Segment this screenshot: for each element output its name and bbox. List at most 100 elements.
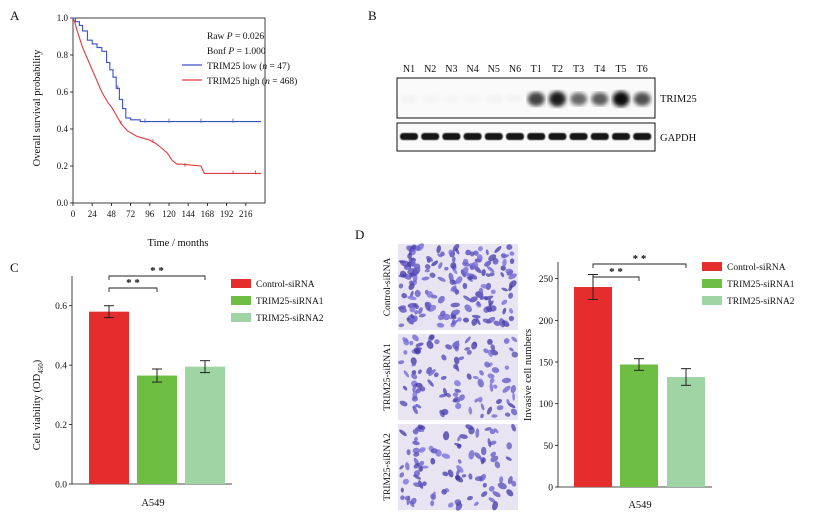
cell [485, 249, 489, 256]
micrograph-label: TRIM25-siRNA1 [383, 343, 393, 411]
cell [399, 400, 408, 407]
cell [415, 342, 424, 347]
cell [448, 249, 454, 257]
cell [480, 458, 485, 465]
micrograph-label: Control-siRNA [383, 258, 393, 317]
cell [455, 276, 463, 284]
cell [454, 345, 460, 352]
bar-y-tick-label: 0 [548, 484, 553, 494]
cell [504, 412, 511, 417]
cell [412, 406, 418, 415]
legend-swatch [231, 296, 251, 305]
cell [494, 461, 501, 469]
cell [415, 382, 423, 388]
cell [501, 377, 512, 384]
cell [502, 320, 510, 327]
cell [464, 304, 473, 313]
cell [501, 299, 508, 305]
cell [403, 370, 410, 378]
cell [438, 262, 443, 269]
cell [430, 448, 438, 454]
cell [489, 428, 496, 435]
survival-x-label: Time / months [148, 238, 209, 249]
panel-label-c: C [10, 260, 19, 275]
cell [458, 356, 465, 361]
cell [408, 283, 415, 291]
cell [455, 402, 462, 410]
cell [503, 338, 510, 344]
cell [492, 384, 498, 389]
significance-bracket [592, 263, 687, 268]
significance-stars: * * [150, 265, 164, 277]
cell [445, 344, 453, 350]
cell [471, 261, 479, 269]
legend-swatch [702, 262, 722, 271]
cell [418, 307, 423, 315]
cell [501, 254, 510, 259]
cell [412, 334, 419, 342]
cell [409, 340, 414, 346]
lane-label: N5 [488, 64, 500, 75]
cell [478, 287, 484, 296]
cell [417, 369, 422, 374]
cell [425, 301, 432, 308]
legend-label: Control-siRNA [727, 263, 786, 273]
cell [414, 310, 419, 315]
cell [508, 292, 514, 299]
trim25-bands [400, 91, 651, 107]
significance-stars: * * [633, 253, 647, 265]
cell [491, 414, 498, 418]
legend-swatch [231, 279, 251, 288]
cell [492, 491, 501, 498]
cell [484, 295, 494, 301]
survival-x-tick-label: 48 [107, 209, 117, 219]
cell [447, 469, 454, 478]
cell [399, 465, 404, 470]
significance-bracket [108, 275, 206, 280]
cell [430, 500, 435, 507]
invasion-bars: * * * * [574, 253, 705, 487]
cell [485, 273, 491, 277]
cell [409, 290, 414, 298]
cell [451, 256, 456, 263]
cell [414, 289, 421, 298]
cell [409, 306, 416, 313]
cell [413, 474, 422, 480]
cell [501, 287, 508, 292]
cell [494, 246, 502, 253]
survival-x-tick-label: 144 [181, 209, 195, 219]
survival-x-tick-label: 120 [162, 209, 176, 219]
cell [506, 489, 514, 497]
cell [466, 373, 472, 380]
cell [454, 499, 462, 505]
cell [421, 465, 429, 469]
survival-x-tick-label: 192 [220, 209, 234, 219]
cell [450, 262, 457, 269]
significance-bracket [108, 287, 158, 292]
cell [414, 305, 420, 310]
cell [410, 497, 417, 505]
trim25-band [506, 94, 524, 104]
cell [418, 460, 425, 467]
cell [426, 256, 433, 262]
cell [495, 398, 503, 405]
micrograph-background [398, 244, 518, 330]
cell [504, 365, 510, 370]
cell [474, 501, 479, 506]
micrograph-3 [398, 423, 518, 511]
viability-y-label: Cell viability (OD450) [32, 359, 45, 450]
survival-x-tick-label: 0 [71, 209, 76, 219]
cell [511, 480, 517, 487]
cell [399, 472, 405, 478]
cell [468, 426, 475, 435]
invasion-legend: Control-siRNA TRIM25-siRNA1 TRIM25-siRNA2 [702, 262, 795, 307]
cell [448, 272, 454, 282]
cell [441, 453, 451, 459]
cell [405, 462, 410, 471]
cell [444, 488, 450, 493]
cell [454, 364, 460, 372]
lane-label: T4 [594, 64, 605, 75]
survival-y-tick-label: 0.2 [57, 161, 68, 171]
cell [403, 350, 408, 355]
